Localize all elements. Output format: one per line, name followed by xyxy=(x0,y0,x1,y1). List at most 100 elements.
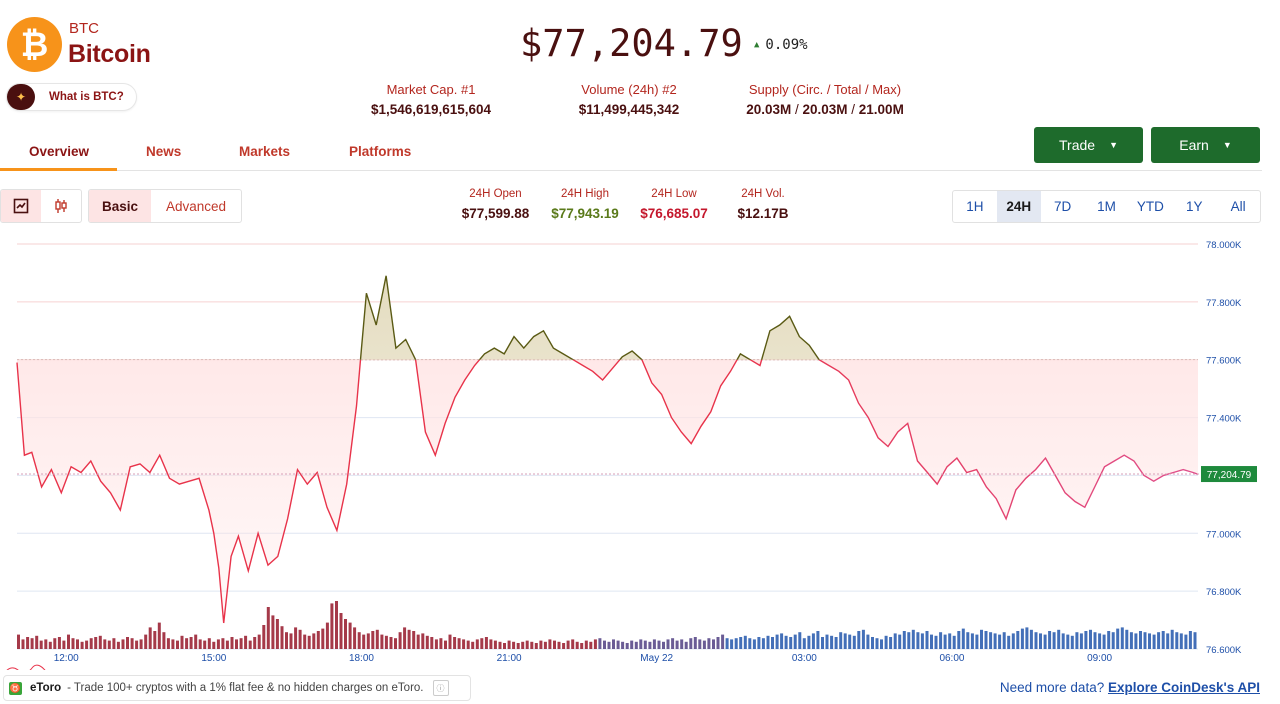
volume-bar xyxy=(389,637,393,649)
explore-api-link[interactable]: Explore CoinDesk's API xyxy=(1107,680,1260,695)
tab-overview[interactable]: Overview xyxy=(29,144,90,159)
range-7d[interactable]: 7D xyxy=(1054,199,1072,214)
volume-bar xyxy=(67,634,70,649)
volume-bar xyxy=(171,639,175,649)
volume-bar xyxy=(239,638,243,649)
volume-bar xyxy=(444,640,447,649)
volume-bar xyxy=(107,640,111,649)
api-promo: Need more data? Explore CoinDesk's API xyxy=(1000,680,1260,695)
volume-bar xyxy=(970,633,974,649)
volume-bar xyxy=(780,633,784,649)
volume-bar xyxy=(303,634,307,649)
volume-bar xyxy=(194,634,198,649)
volume-bar xyxy=(17,634,20,649)
volume-bar xyxy=(652,639,656,649)
volume-bar xyxy=(480,638,484,649)
volume-bar xyxy=(448,634,452,649)
volume-bar xyxy=(530,641,534,649)
earn-button[interactable]: Earn ▼ xyxy=(1151,127,1260,163)
volume-bar xyxy=(185,638,189,649)
volume-bar xyxy=(975,634,979,649)
view-toggle: Basic Advanced xyxy=(88,189,242,223)
volume-bar xyxy=(821,637,824,649)
tab-platforms[interactable]: Platforms xyxy=(349,144,412,159)
etoro-ad-banner[interactable]: ♉ eToro - Trade 100+ cryptos with a 1% f… xyxy=(3,675,471,701)
volume-bar xyxy=(1143,632,1147,649)
candlestick-button[interactable] xyxy=(41,190,81,222)
volume-bar xyxy=(248,640,252,649)
volume-bar xyxy=(298,629,302,649)
line-chart-button[interactable] xyxy=(1,190,41,222)
volume-bar xyxy=(884,635,888,649)
price-chart[interactable]: 78.000K77.800K77.600K77.400K77.200K77.00… xyxy=(0,230,1280,670)
volume-bar xyxy=(757,637,761,649)
volume-bar xyxy=(980,629,983,649)
volume-bar xyxy=(948,633,952,649)
range-1y[interactable]: 1Y xyxy=(1185,199,1203,214)
volume-bar xyxy=(534,643,538,649)
what-is-btc-button[interactable]: ✦ What is BTC? xyxy=(6,83,137,111)
volume-bar xyxy=(689,638,693,649)
range-1m[interactable]: 1M xyxy=(1097,199,1116,214)
volume-bar xyxy=(1093,632,1097,649)
volume-bar xyxy=(1007,635,1011,649)
range-1h[interactable]: 1H xyxy=(966,199,984,214)
volume-bar xyxy=(189,637,193,649)
tab-news[interactable]: News xyxy=(146,144,182,159)
volume-bar xyxy=(930,634,933,649)
volume-bar xyxy=(403,627,407,649)
volume-bar xyxy=(103,639,107,649)
basic-view-button[interactable]: Basic xyxy=(89,190,151,222)
volume-bar xyxy=(39,640,43,649)
trade-button[interactable]: Trade ▼ xyxy=(1034,127,1143,163)
volume-bar xyxy=(216,639,220,649)
volume-bar xyxy=(516,643,520,649)
y-tick-label: 76.600K xyxy=(1206,645,1242,656)
volume-bar xyxy=(126,637,129,649)
volume-bar xyxy=(712,639,715,649)
market-cap-stat: Market Cap. #1 $1,546,619,615,604 xyxy=(356,82,506,117)
volume-bar xyxy=(984,631,988,649)
volume-bar xyxy=(671,638,675,649)
mini-sparkline xyxy=(6,664,46,670)
volume-bar xyxy=(843,633,847,649)
volume-bar xyxy=(875,638,879,649)
volume-bar xyxy=(144,634,148,649)
volume-bar xyxy=(148,627,152,649)
volume-bar xyxy=(966,632,970,649)
volume-bar xyxy=(721,634,725,649)
volume-bar xyxy=(1175,632,1179,649)
volume-bar xyxy=(1084,631,1088,649)
volume-bar xyxy=(362,634,366,649)
range-all[interactable]: All xyxy=(1230,199,1246,214)
volume-bar xyxy=(44,639,48,649)
volume-bar xyxy=(680,639,684,649)
y-tick-label: 77.600K xyxy=(1206,356,1242,367)
volume-bar xyxy=(1170,629,1174,649)
volume-bar xyxy=(684,641,688,649)
volume-bar xyxy=(675,640,679,649)
tab-markets[interactable]: Markets xyxy=(239,144,291,159)
volume-bar xyxy=(1161,631,1165,649)
volume-bar xyxy=(439,638,443,649)
ad-info-icon[interactable]: ⓘ xyxy=(432,680,449,696)
volume-bar xyxy=(312,633,316,649)
volume-bar xyxy=(961,628,965,649)
volume-bar xyxy=(1048,631,1052,649)
range-24h[interactable]: 24H xyxy=(996,191,1041,222)
advanced-view-button[interactable]: Advanced xyxy=(165,198,227,214)
supply-stat: Supply (Circ. / Total / Max) 20.03M / 20… xyxy=(722,82,928,117)
ohlc-high-label: 24H High xyxy=(561,188,609,200)
volume-bar xyxy=(266,607,270,649)
volume-bar xyxy=(76,639,79,649)
volume-bar xyxy=(398,632,402,649)
volume-bar xyxy=(325,622,329,649)
volume-bar xyxy=(380,634,384,649)
volume-bar xyxy=(657,640,661,649)
volume-bar xyxy=(30,638,34,649)
volume-bar xyxy=(766,635,770,649)
range-ytd[interactable]: YTD xyxy=(1136,199,1164,214)
volume-bar xyxy=(1116,628,1120,649)
volume-bar xyxy=(212,641,216,649)
volume-bar xyxy=(634,641,638,649)
